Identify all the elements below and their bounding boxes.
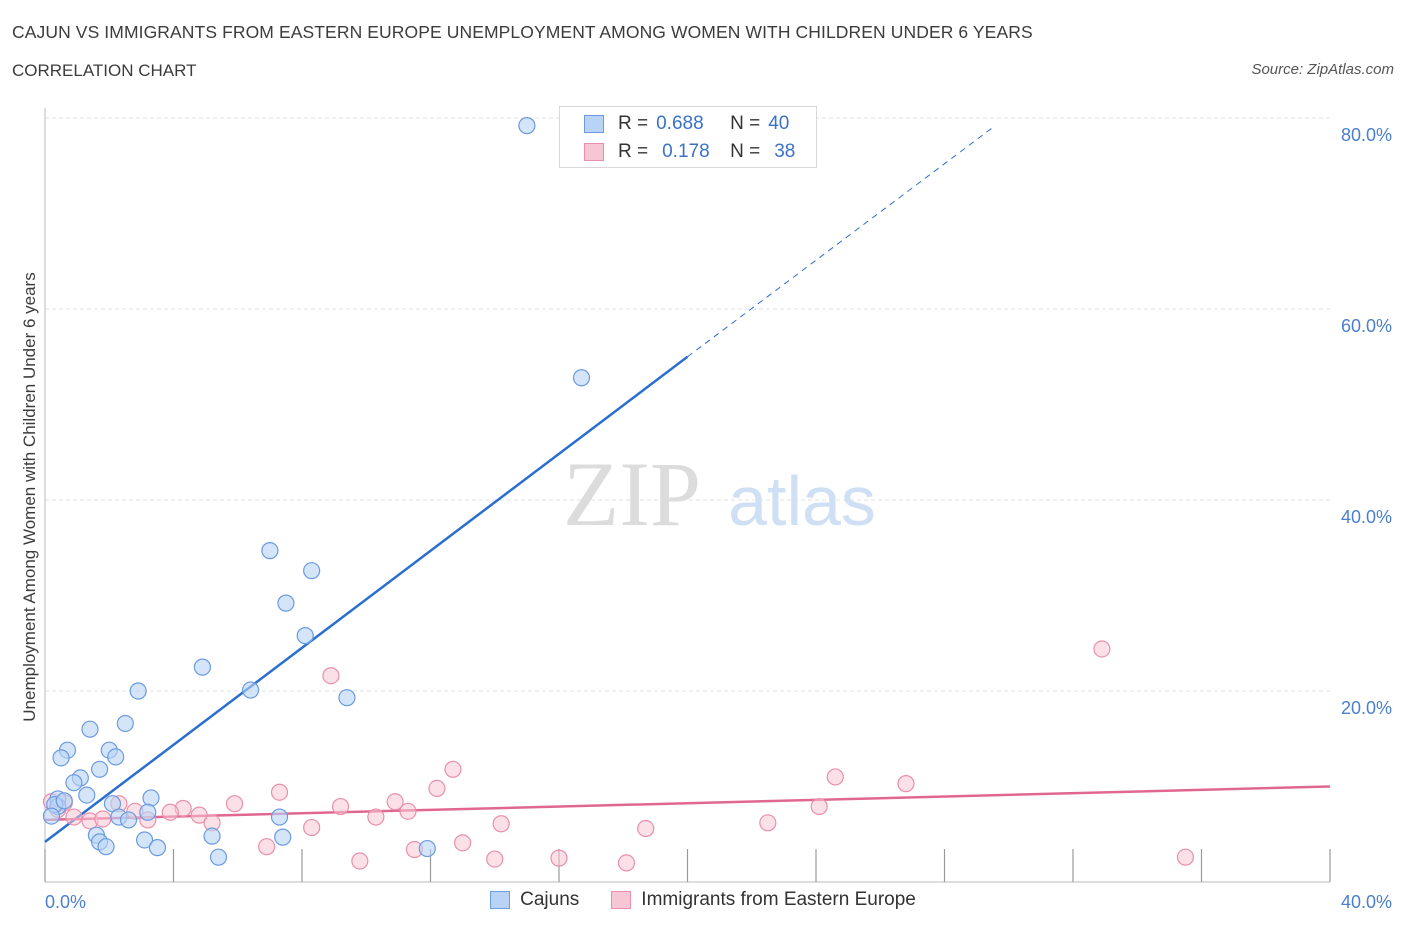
chart-title: CAJUN VS IMMIGRANTS FROM EASTERN EUROPE … xyxy=(12,22,1033,42)
y-tick-label: 60.0% xyxy=(1341,316,1392,336)
cajuns-point xyxy=(277,594,295,612)
legend-item-immigrants[interactable]: Immigrants from Eastern Europe xyxy=(611,889,916,911)
cajuns-point xyxy=(52,749,70,767)
immigrants-n-value: 38 xyxy=(774,141,796,162)
cajuns-point xyxy=(572,369,591,387)
immigrants-legend-swatch xyxy=(611,891,632,909)
immigrants-point xyxy=(303,818,321,837)
y-tick-label: 80.0% xyxy=(1341,125,1392,145)
immigrants-point xyxy=(550,849,568,867)
legend-item-cajuns[interactable]: Cajuns xyxy=(490,889,579,911)
cajuns-legend-swatch xyxy=(490,891,511,909)
stats-legend: R = 0.688 N = 40 R = 0.178 N = 38 xyxy=(559,106,817,168)
cajuns-point xyxy=(142,789,160,807)
data-points xyxy=(42,117,1195,872)
chart-subtitle: CORRELATION CHART xyxy=(12,61,197,80)
cajuns-point xyxy=(116,714,134,733)
immigrants-point xyxy=(225,795,244,813)
legend-label-cajuns: Cajuns xyxy=(520,889,580,910)
cajuns-point xyxy=(107,748,125,766)
x-tick-label: 40.0% xyxy=(1341,892,1392,912)
immigrants-point xyxy=(810,797,828,816)
cajuns-swatch xyxy=(584,115,604,133)
immigrants-point xyxy=(190,806,208,824)
cajuns-point xyxy=(139,803,157,821)
n-label: N = xyxy=(730,141,761,162)
immigrants-point xyxy=(486,850,504,868)
immigrants-r-value: 0.178 xyxy=(662,141,710,162)
immigrants-point xyxy=(759,814,777,832)
axes xyxy=(44,108,1331,883)
cajuns-point xyxy=(303,562,321,580)
immigrants-point xyxy=(161,803,179,821)
gridlines xyxy=(45,117,1330,692)
immigrants-point xyxy=(386,793,404,811)
immigrants-point xyxy=(322,667,340,685)
cajuns-point xyxy=(203,827,221,845)
cajuns-point xyxy=(78,786,96,804)
x-tick-label: 0.0% xyxy=(45,892,86,912)
cajuns-point xyxy=(81,720,99,738)
immigrants-point xyxy=(270,783,289,801)
cajuns-point xyxy=(296,627,314,645)
immigrants-point xyxy=(492,815,510,833)
cajuns-point xyxy=(135,831,154,849)
immigrants-point xyxy=(399,802,417,820)
immigrants-point xyxy=(331,797,350,816)
cajuns-point xyxy=(91,760,109,778)
cajuns-point xyxy=(242,681,260,699)
cajuns-point xyxy=(270,808,289,826)
cajuns-point xyxy=(129,682,147,700)
cajuns-point xyxy=(55,792,73,810)
immigrants-point xyxy=(444,760,462,778)
watermark-zip: ZIP xyxy=(563,443,701,545)
tick-labels: 20.0% 40.0% 60.0% 80.0% 0.0% 40.0% xyxy=(45,125,1392,912)
cajuns-point xyxy=(65,774,83,792)
cajuns-point xyxy=(518,117,536,135)
immigrants-trend-line xyxy=(44,785,1331,822)
n-label: N = xyxy=(730,113,761,134)
legend-label-immigrants: Immigrants from Eastern Europe xyxy=(641,889,916,910)
cajuns-trend-extension xyxy=(687,127,993,358)
cajuns-point xyxy=(42,807,61,825)
y-tick-label: 20.0% xyxy=(1341,698,1392,718)
immigrants-point xyxy=(637,819,655,838)
immigrants-point xyxy=(617,854,636,872)
cajuns-point xyxy=(119,811,138,829)
immigrants-point xyxy=(94,810,112,828)
cajuns-n-value: 40 xyxy=(768,113,790,134)
cajuns-point xyxy=(209,848,228,866)
trend-lines xyxy=(44,127,1331,843)
cajuns-point xyxy=(418,839,436,858)
stats-row-cajuns: R = 0.688 N = 40 xyxy=(584,112,789,136)
immigrants-point xyxy=(367,808,385,826)
cajuns-point xyxy=(261,542,279,560)
zipatlas-watermark: ZIP atlas xyxy=(563,443,876,545)
immigrants-point xyxy=(65,808,83,826)
r-label: R = xyxy=(618,113,649,134)
cajuns-point xyxy=(148,839,167,857)
immigrants-point xyxy=(1176,848,1195,866)
cajuns-point xyxy=(274,828,292,846)
source-credit: Source: ZipAtlas.com xyxy=(1251,61,1394,78)
immigrants-point xyxy=(351,852,369,870)
immigrants-point xyxy=(897,775,915,793)
immigrants-point xyxy=(454,834,472,852)
immigrants-point xyxy=(1093,640,1111,658)
cajuns-point xyxy=(193,658,212,676)
stats-row-immigrants: R = 0.178 N = 38 xyxy=(584,140,795,164)
cajuns-point xyxy=(97,838,115,856)
immigrants-point xyxy=(428,779,446,798)
series-legend: Cajuns Immigrants from Eastern Europe xyxy=(0,889,1406,911)
cajuns-trend-line xyxy=(44,355,689,843)
cajuns-point xyxy=(338,689,356,707)
immigrants-swatch xyxy=(584,143,604,161)
immigrants-point xyxy=(258,838,276,856)
y-tick-label: 40.0% xyxy=(1341,507,1392,527)
cajuns-r-value: 0.688 xyxy=(656,113,704,134)
immigrants-point xyxy=(826,768,844,786)
r-label: R = xyxy=(618,141,649,162)
watermark-atlas: atlas xyxy=(728,462,876,540)
